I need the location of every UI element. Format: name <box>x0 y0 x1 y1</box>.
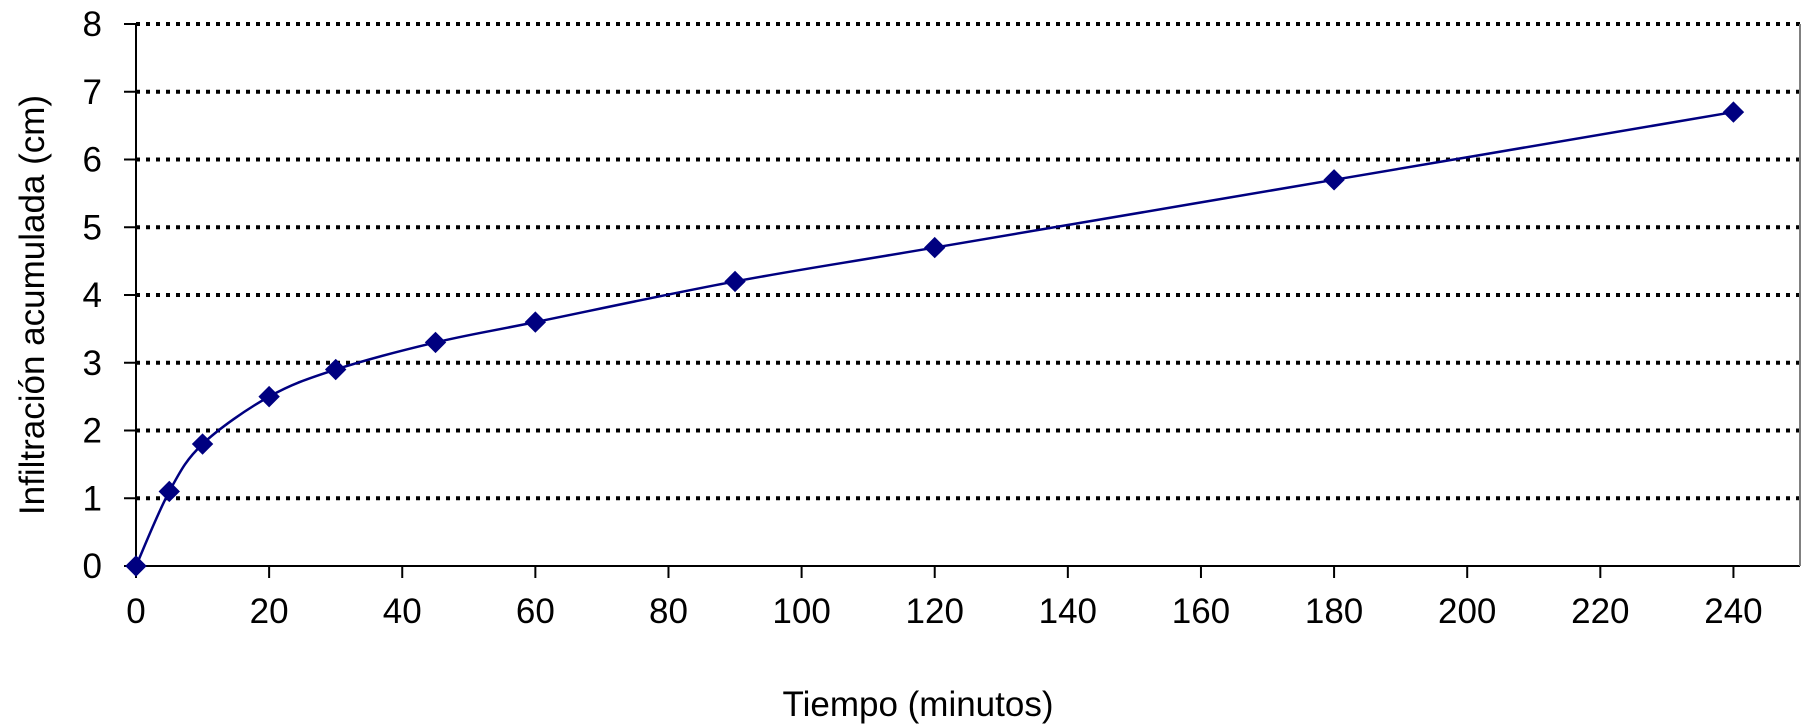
y-tick-label: 7 <box>83 73 102 112</box>
x-tick-label: 200 <box>1438 592 1496 631</box>
y-tick-label: 5 <box>83 208 102 247</box>
y-ticks: 0 1 2 3 4 5 6 7 8 <box>83 5 136 586</box>
x-axis-title: Tiempo (minutos) <box>783 685 1054 724</box>
data-point-marker <box>158 480 180 503</box>
series-markers <box>125 101 1745 577</box>
x-tick-label: 60 <box>516 592 555 631</box>
data-point-marker <box>324 358 347 381</box>
x-tick-label: 120 <box>906 592 964 631</box>
x-tick-label: 240 <box>1704 592 1762 631</box>
y-tick-label: 0 <box>83 547 102 586</box>
x-tick-label: 80 <box>649 592 688 631</box>
x-tick-label: 40 <box>383 592 422 631</box>
data-point-marker <box>125 555 147 577</box>
x-tick-label: 100 <box>772 592 830 631</box>
x-tick-label: 180 <box>1305 592 1363 631</box>
x-tick-label: 0 <box>126 592 145 631</box>
data-point-marker <box>191 433 214 455</box>
grid-lines <box>136 22 1800 501</box>
y-tick-label: 3 <box>83 344 102 383</box>
y-tick-label: 1 <box>83 479 102 518</box>
x-tick-label: 160 <box>1172 592 1230 631</box>
x-tick-label: 220 <box>1571 592 1629 631</box>
series-line <box>134 110 1734 567</box>
y-tick-label: 8 <box>83 5 102 44</box>
y-tick-label: 2 <box>83 412 102 451</box>
y-tick-label: 6 <box>83 141 102 180</box>
data-point-marker <box>1323 169 1345 191</box>
data-point-marker <box>524 311 547 333</box>
data-point-marker <box>1722 101 1745 123</box>
data-point-marker <box>924 236 946 259</box>
x-tick-label: 140 <box>1039 592 1097 631</box>
y-tick-label: 4 <box>83 276 102 315</box>
data-point-marker <box>258 385 280 408</box>
data-point-marker <box>724 270 746 293</box>
data-point-marker <box>424 331 447 354</box>
y-axis-title: Infiltración acumulada (cm) <box>13 95 52 515</box>
x-ticks: 0 20 40 60 80 100 120 140 160 180 200 220 240 <box>126 566 1763 631</box>
x-tick-label: 20 <box>250 592 289 631</box>
